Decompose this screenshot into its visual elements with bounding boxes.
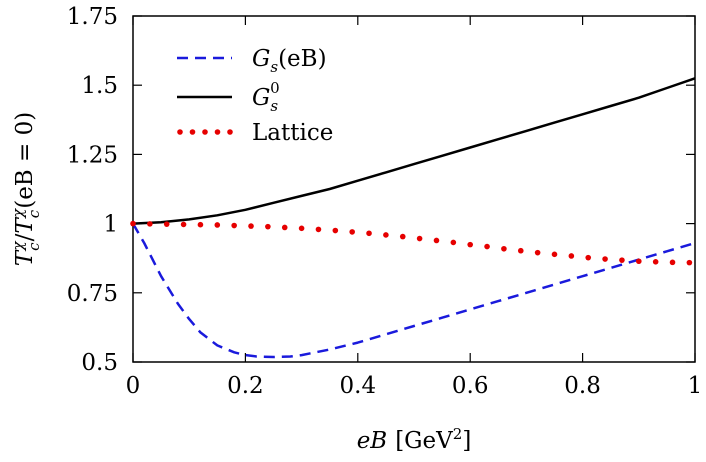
y-tick-label: 1.25 — [67, 142, 118, 168]
x-tick-label: 0.4 — [340, 373, 377, 399]
legend-lattice-dot — [227, 129, 233, 135]
lattice-point — [602, 256, 608, 262]
legend-lattice-dot — [202, 129, 208, 135]
plot-frame — [132, 15, 696, 363]
lattice-point — [180, 221, 187, 228]
lattice-point — [534, 249, 541, 256]
legend-label-gs-eb: Gs(eB) — [252, 46, 327, 76]
y-tick-label: 1 — [103, 212, 118, 238]
lattice-point — [450, 239, 457, 246]
series-layer — [130, 77, 696, 359]
lattice-point — [501, 245, 507, 252]
lattice-point — [366, 230, 372, 237]
tick-labels: 0 0.2 0.4 0.6 0.8 1 0.5 0.75 1 1.25 1.5 1.75 — [67, 4, 703, 399]
y-axis-title: Tcχ/Tcχ(eB = 0) — [9, 112, 43, 266]
legend: Gs(eB) Gs0 Lattice — [177, 46, 333, 146]
legend-label-lattice: Lattice — [252, 120, 333, 146]
lattice-point — [585, 254, 592, 261]
lattice-point — [163, 221, 170, 227]
lattice-point — [197, 221, 204, 228]
lattice-point — [130, 220, 136, 227]
x-tick-label: 0.6 — [452, 373, 489, 399]
y-tick-label: 1.75 — [67, 4, 118, 30]
lattice-point — [231, 222, 237, 229]
lattice-point — [416, 235, 423, 242]
x-tick-label: 0.2 — [227, 373, 264, 399]
legend-label-gs0: Gs0 — [252, 79, 280, 115]
lattice-point — [686, 259, 693, 266]
series-line-gs-eb — [131, 222, 696, 359]
lattice-point — [652, 258, 659, 265]
lattice-point — [517, 247, 524, 254]
legend-swatch-lattice — [177, 129, 233, 135]
y-tick-label: 1.5 — [81, 73, 118, 99]
lattice-point — [281, 224, 288, 231]
x-axis-title: eB [GeV2] — [357, 425, 472, 454]
series-line-gs0 — [132, 77, 696, 225]
lattice-point — [669, 259, 676, 266]
y-tick-label: 0.75 — [67, 281, 118, 307]
lattice-point — [248, 223, 254, 229]
lattice-point — [332, 227, 339, 234]
lattice-point — [467, 241, 474, 248]
lattice-point — [383, 232, 389, 238]
lattice-point — [349, 229, 355, 235]
x-tick-label: 0 — [126, 373, 141, 399]
lattice-point — [568, 253, 575, 259]
lattice-point — [484, 243, 490, 250]
tick-marks — [132, 15, 696, 363]
x-tick-label: 1 — [688, 373, 703, 399]
x-tick-label: 0.8 — [564, 373, 601, 399]
lattice-point — [619, 257, 625, 263]
lattice-point — [265, 223, 271, 230]
legend-lattice-dot — [177, 129, 183, 135]
lattice-point — [214, 222, 221, 228]
lattice-point — [315, 226, 322, 233]
lattice-point — [147, 221, 153, 227]
legend-lattice-dot — [214, 129, 221, 135]
legend-lattice-dot — [189, 129, 196, 135]
lattice-point — [636, 258, 642, 265]
lattice-point — [399, 233, 406, 240]
y-tick-label: 0.5 — [81, 350, 118, 376]
lattice-point — [298, 225, 305, 232]
lattice-point — [551, 251, 558, 258]
lattice-point — [433, 237, 440, 244]
